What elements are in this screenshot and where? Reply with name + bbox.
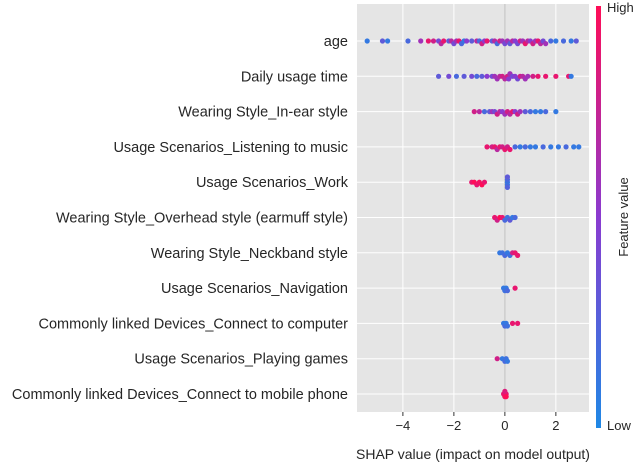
shap-point: [527, 144, 533, 150]
shap-point: [469, 73, 475, 79]
shap-point: [555, 144, 562, 150]
shap-point: [525, 73, 531, 79]
shap-point: [504, 358, 511, 364]
plot-background: [357, 4, 589, 412]
shap-point: [484, 144, 490, 150]
feature-label: Daily usage time: [241, 69, 348, 85]
shap-point: [532, 144, 539, 150]
shap-point: [453, 73, 460, 79]
shap-point: [512, 144, 518, 150]
shap-point: [503, 394, 509, 400]
shap-point: [476, 109, 482, 115]
shap-point: [571, 144, 577, 150]
shap-point: [517, 109, 523, 115]
shap-point: [464, 38, 470, 44]
shap-point: [512, 214, 518, 221]
shap-point: [479, 73, 485, 79]
shap-point: [504, 174, 511, 180]
shap-point: [563, 144, 569, 150]
shap-point: [527, 109, 533, 115]
shap-point: [504, 323, 511, 329]
shap-point: [484, 38, 490, 44]
colorbar: [596, 6, 601, 428]
x-tick-label: 2: [552, 418, 559, 433]
x-axis-ticks: −4 −2 0 2: [395, 412, 559, 433]
shap-point: [504, 184, 511, 190]
shap-point: [540, 144, 546, 150]
shap-point: [548, 144, 554, 150]
feature-label: Commonly linked Devices_Connect to mobil…: [12, 387, 348, 403]
shap-point: [522, 144, 528, 150]
colorbar-low-label: Low: [607, 418, 631, 433]
x-axis-title: SHAP value (impact on model output): [356, 446, 590, 462]
shap-point: [535, 73, 541, 79]
data-points: [364, 38, 582, 400]
shap-point: [474, 73, 480, 79]
shap-point: [484, 73, 490, 79]
feature-label: Wearing Style_In-ear style: [178, 105, 348, 121]
shap-point: [553, 38, 559, 44]
feature-label: Wearing Style_Neckband style: [151, 246, 348, 262]
shap-point: [506, 76, 512, 82]
shap-point: [543, 41, 549, 47]
shap-point: [441, 38, 447, 44]
feature-label: age: [324, 34, 348, 50]
feature-label: Usage Scenarios_Listening to music: [113, 140, 348, 156]
shap-point: [576, 144, 582, 150]
shap-point: [425, 38, 431, 44]
shap-point: [568, 73, 574, 79]
colorbar-title: Feature value: [616, 177, 631, 257]
shap-point: [543, 109, 549, 115]
feature-label: Usage Scenarios_Playing games: [134, 352, 348, 368]
shap-point: [553, 109, 559, 115]
x-tick-label: 0: [501, 418, 508, 433]
feature-label: Usage Scenarios_Navigation: [161, 281, 348, 297]
feature-label: Commonly linked Devices_Connect to compu…: [39, 316, 349, 332]
shap-point: [504, 288, 511, 294]
shap-point: [573, 38, 579, 44]
shap-point: [507, 146, 513, 153]
feature-label: Wearing Style_Overhead style (earmuff st…: [56, 211, 348, 227]
shap-point: [471, 109, 477, 115]
shap-point: [384, 38, 391, 44]
shap-point: [512, 285, 518, 291]
shap-point: [446, 73, 452, 79]
shap-point: [515, 252, 521, 258]
shap-point: [568, 38, 574, 44]
shap-point: [509, 320, 516, 326]
feature-labels: age Daily usage time Wearing Style_In-ear …: [12, 34, 349, 403]
shap-point: [517, 144, 523, 150]
shap-point: [560, 38, 567, 44]
shap-point: [461, 73, 467, 79]
shap-point: [537, 109, 544, 115]
shap-point: [435, 73, 442, 79]
feature-label: Usage Scenarios_Work: [196, 175, 349, 191]
shap-point: [418, 38, 424, 44]
shap-point: [522, 109, 528, 115]
x-tick-label: −4: [395, 418, 410, 433]
shap-point: [494, 356, 500, 362]
shap-point: [364, 38, 370, 44]
shap-point: [481, 109, 488, 115]
colorbar-high-label: High: [607, 0, 634, 15]
shap-point: [379, 38, 386, 44]
shap-point: [502, 388, 508, 394]
shap-point: [532, 109, 539, 115]
shap-point: [548, 38, 554, 44]
shap-point: [430, 38, 437, 44]
shap-point: [543, 73, 549, 79]
shap-point: [469, 38, 475, 44]
shap-point: [553, 73, 559, 79]
shap-point: [530, 73, 536, 79]
shap-point: [515, 320, 521, 326]
shap-point: [481, 179, 488, 185]
x-tick-label: −2: [446, 418, 461, 433]
shap-point: [405, 38, 411, 44]
